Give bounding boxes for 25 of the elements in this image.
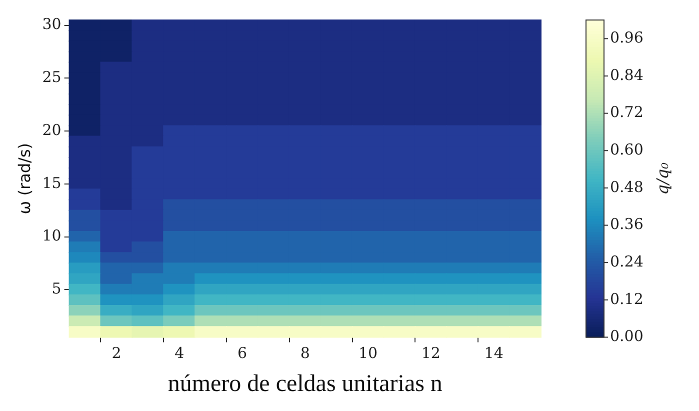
x-tick-label: 6 [237,344,248,362]
x-axis-title: número de celdas unitarias n [168,370,442,397]
color-bar-label: 0.72 [610,103,644,122]
color-bar-label: 0.96 [610,28,644,47]
color-bar-label: 0.12 [610,290,644,308]
color-bar-label: 0.36 [610,215,644,234]
y-tick-label: 30 [42,15,62,34]
y-axis-title: ω (rad/s) [14,142,34,214]
y-tick-label: 15 [42,174,62,192]
y-tick-label: 10 [42,226,62,245]
y-tick-label: 5 [52,280,62,298]
color-bar-label: 0.60 [610,140,644,158]
x-tick-label: 14 [484,344,504,362]
y-tick-label: 25 [42,68,62,86]
x-tick-label: 8 [300,344,310,362]
x-tick-label: 4 [174,344,184,362]
color-bar-label: 0.24 [610,252,644,270]
x-tick-label: 10 [358,344,378,362]
y-tick-label: 20 [42,120,62,139]
color-bar-title: q/q₀ [653,162,672,195]
color-bar-label: 0.48 [610,178,644,196]
x-tick-label: 2 [112,344,122,362]
x-tick-label: 12 [421,344,440,362]
color-bar-label: 0.00 [610,327,644,346]
color-bar-label: 0.84 [610,66,644,84]
